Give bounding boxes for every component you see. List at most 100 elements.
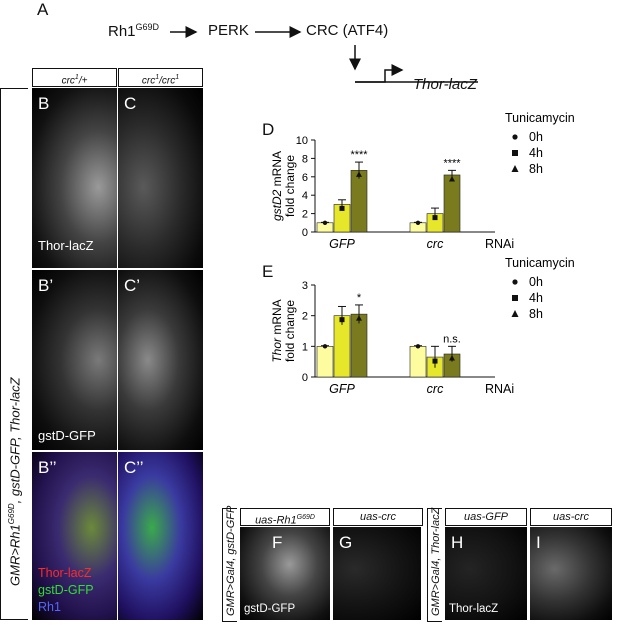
chart-d-group-label: crc [427, 237, 444, 251]
chart-e-legend-marker [512, 279, 518, 285]
header-uas-gfp: uas-GFP [445, 508, 527, 526]
chart-e-group-suffix: RNAi [485, 382, 514, 396]
chart-d-group-label: GFP [329, 237, 355, 251]
panel-letter-c-double-prime: C’’ [124, 458, 144, 477]
row-label-sup: G69D [7, 503, 16, 525]
label-merge-gstd: gstD-GFP [38, 583, 94, 597]
chart-d-point-circle [415, 220, 421, 225]
col1-sup: 1 [74, 74, 79, 81]
header-uas-crc-i: uas-crc [530, 508, 612, 526]
chart-d-ylabel: gstD2 mRNA [270, 151, 284, 221]
panel-letter-b: B [38, 94, 50, 113]
chart-e: 0 1 2 3 Thor mRNA fold change * GFP n.s. crc RNAi T… [270, 256, 575, 396]
panel-letter-e: E [262, 262, 274, 281]
row-label-box [0, 88, 28, 620]
panel-letter-b-double-prime: B’’ [38, 458, 57, 477]
chart-e-bar-GFP-8h [350, 313, 368, 378]
chart-e-point-circle [415, 344, 421, 349]
chart-d-ytick-label: 6 [302, 172, 308, 184]
promoter-arrow [355, 64, 404, 83]
image-panel-i: I [530, 527, 612, 620]
chart-d-bar-GFP-8h [350, 170, 368, 233]
col2-rest: /crc [159, 75, 176, 87]
pathway-arrows [170, 26, 478, 83]
col-header-crc1-crc1: crc1/crc1 [118, 68, 203, 87]
chart-e-point-circle [322, 344, 328, 349]
chart-d-legend-title: Tunicamycin [505, 111, 575, 125]
col2-sup: 1 [155, 74, 160, 81]
chart-e-ylabel: Thor mRNA [270, 299, 284, 362]
chart-e-legend-label: 8h [529, 307, 543, 321]
chart-d: 0 2 4 6 8 10 gstD2 mRNA fold change **** GFP **** c… [270, 111, 575, 251]
panel-letter-i: I [536, 533, 541, 552]
chart-d-legend-marker [512, 134, 518, 140]
chart-d-ytick-label: 10 [296, 135, 308, 147]
row-label-main: GMR>Rh1 [7, 524, 23, 586]
col1-text: crc [61, 75, 75, 87]
chart-e-point-square [432, 358, 438, 364]
image-panel-f: F gstD-GFP [240, 527, 330, 620]
chart-e-group-label: crc [427, 382, 444, 396]
chart-d-significance: **** [443, 157, 461, 169]
header-uas-rh1: uas-Rh1G69D [240, 508, 330, 527]
label-f-gstd: gstD-GFP [244, 603, 296, 615]
row-label-genotype: GMR>Rh1G69D, gstD-GFP, Thor-lacZ [7, 377, 22, 586]
image-panel-c: C [118, 88, 203, 268]
chart-d-legend-label: 0h [529, 130, 543, 144]
pathway-node-perk: PERK [208, 22, 249, 39]
chart-e-ylabel2: fold change [283, 300, 297, 362]
image-panel-b-prime: B’ gstD-GFP [32, 270, 117, 450]
fg-side-box [222, 508, 237, 622]
label-h-thor: Thor-lacZ [449, 603, 499, 615]
chart-d-point-square [432, 215, 438, 221]
panel-letter-c: C [124, 94, 137, 113]
chart-e-point-triangle [356, 315, 362, 321]
pathway-rh1-sup: G69D [135, 22, 160, 32]
panel-letter-c-prime: C’ [124, 276, 141, 295]
chart-d-point-triangle [449, 175, 455, 182]
chart-d-ytick-label: 4 [302, 190, 308, 202]
chart-d-ytick-label: 2 [302, 209, 308, 221]
pathway-node-crc: CRC (ATF4) [306, 22, 389, 39]
chart-e-legend-label: 4h [529, 291, 543, 305]
chart-e-point-triangle [449, 355, 455, 361]
chart-e-legend-title: Tunicamycin [505, 256, 575, 270]
panel-letter-b-prime: B’ [38, 276, 54, 295]
col2-sup2: 1 [175, 74, 180, 81]
chart-e-legend-label: 0h [529, 275, 543, 289]
chart-e-group-label: GFP [329, 382, 355, 396]
chart-d-point-circle [322, 220, 328, 225]
fg-side-label: GMR>Gal4, gstD-GFP [225, 505, 237, 616]
header-uas-crc-g: uas-crc [333, 508, 423, 526]
row-label-rest: , gstD-GFP, Thor-lacZ [7, 377, 23, 504]
label-thor-lacz: Thor-lacZ [38, 238, 94, 253]
chart-e-ytick-label: 0 [302, 372, 308, 384]
col-header-crc1-plus: crc1/+ [32, 68, 117, 87]
pathway-gene-thor: Thor-lacZ [413, 76, 477, 93]
f-hdr-text: uas-Rh1 [255, 514, 297, 527]
label-merge-thor: Thor-lacZ [38, 566, 92, 580]
pathway-rh1-text: Rh1 [108, 23, 136, 40]
hi-side-label: GMR>Gal4, Thor-lacZ [430, 507, 442, 616]
panel-letter-a: A [37, 0, 49, 19]
chart-d-group-suffix: RNAi [485, 237, 514, 251]
panel-letter-d: D [262, 120, 275, 139]
label-gstd-gfp: gstD-GFP [38, 428, 96, 443]
chart-d-legend-marker [512, 150, 518, 156]
chart-d-significance: **** [350, 149, 368, 161]
chart-e-legend-marker [512, 295, 518, 301]
image-panel-h: H Thor-lacZ [445, 527, 527, 620]
chart-d-ytick-label: 0 [302, 227, 308, 239]
chart-e-legend-marker [511, 310, 519, 317]
image-panel-b-double-prime: B’’ Thor-lacZ gstD-GFP Rh1 [32, 452, 117, 620]
panel-letter-f: F [272, 533, 283, 552]
chart-e-ytick-label: 2 [302, 311, 308, 323]
chart-e-point-square [339, 317, 345, 323]
image-panel-c-prime: C’ [118, 270, 203, 450]
pathway-node-rh1: Rh1G69D [108, 22, 159, 40]
chart-e-bar-GFP-0h [316, 346, 334, 378]
hi-side-box [427, 508, 442, 622]
chart-e-significance: n.s. [443, 333, 461, 345]
chart-d-bar-crc-8h [443, 174, 461, 233]
col2-text: crc [141, 75, 156, 87]
